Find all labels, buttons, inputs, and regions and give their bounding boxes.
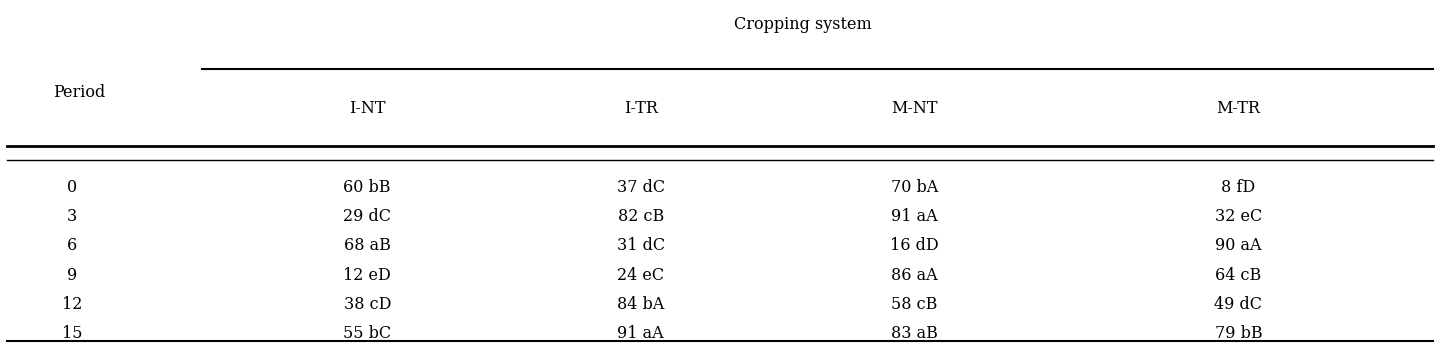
Text: 8 fD: 8 fD bbox=[1221, 179, 1256, 196]
Text: 15: 15 bbox=[62, 325, 82, 342]
Text: 70 bA: 70 bA bbox=[891, 179, 937, 196]
Text: 55 bC: 55 bC bbox=[343, 325, 392, 342]
Text: 91 aA: 91 aA bbox=[891, 208, 937, 225]
Text: 3: 3 bbox=[66, 208, 78, 225]
Text: 38 cD: 38 cD bbox=[344, 296, 390, 313]
Text: 86 aA: 86 aA bbox=[891, 267, 937, 284]
Text: 79 bB: 79 bB bbox=[1214, 325, 1263, 342]
Text: 82 cB: 82 cB bbox=[618, 208, 664, 225]
Text: 16 dD: 16 dD bbox=[890, 237, 939, 255]
Text: 31 dC: 31 dC bbox=[616, 237, 665, 255]
Text: 24 eC: 24 eC bbox=[618, 267, 664, 284]
Text: 9: 9 bbox=[66, 267, 78, 284]
Text: 6: 6 bbox=[66, 237, 78, 255]
Text: 12 eD: 12 eD bbox=[343, 267, 392, 284]
Text: 83 aB: 83 aB bbox=[891, 325, 937, 342]
Text: Period: Period bbox=[53, 84, 105, 101]
Text: 37 dC: 37 dC bbox=[616, 179, 665, 196]
Text: M-TR: M-TR bbox=[1217, 100, 1260, 117]
Text: 68 aB: 68 aB bbox=[344, 237, 390, 255]
Text: 29 dC: 29 dC bbox=[343, 208, 392, 225]
Text: M-NT: M-NT bbox=[891, 100, 937, 117]
Text: 32 eC: 32 eC bbox=[1215, 208, 1261, 225]
Text: 49 dC: 49 dC bbox=[1214, 296, 1263, 313]
Text: 84 bA: 84 bA bbox=[618, 296, 664, 313]
Text: I-TR: I-TR bbox=[624, 100, 658, 117]
Text: 0: 0 bbox=[66, 179, 78, 196]
Text: 12: 12 bbox=[62, 296, 82, 313]
Text: 64 cB: 64 cB bbox=[1215, 267, 1261, 284]
Text: 91 aA: 91 aA bbox=[618, 325, 664, 342]
Text: I-NT: I-NT bbox=[348, 100, 386, 117]
Text: 90 aA: 90 aA bbox=[1215, 237, 1261, 255]
Text: Cropping system: Cropping system bbox=[734, 15, 871, 33]
Text: 58 cB: 58 cB bbox=[891, 296, 937, 313]
Text: 60 bB: 60 bB bbox=[344, 179, 390, 196]
